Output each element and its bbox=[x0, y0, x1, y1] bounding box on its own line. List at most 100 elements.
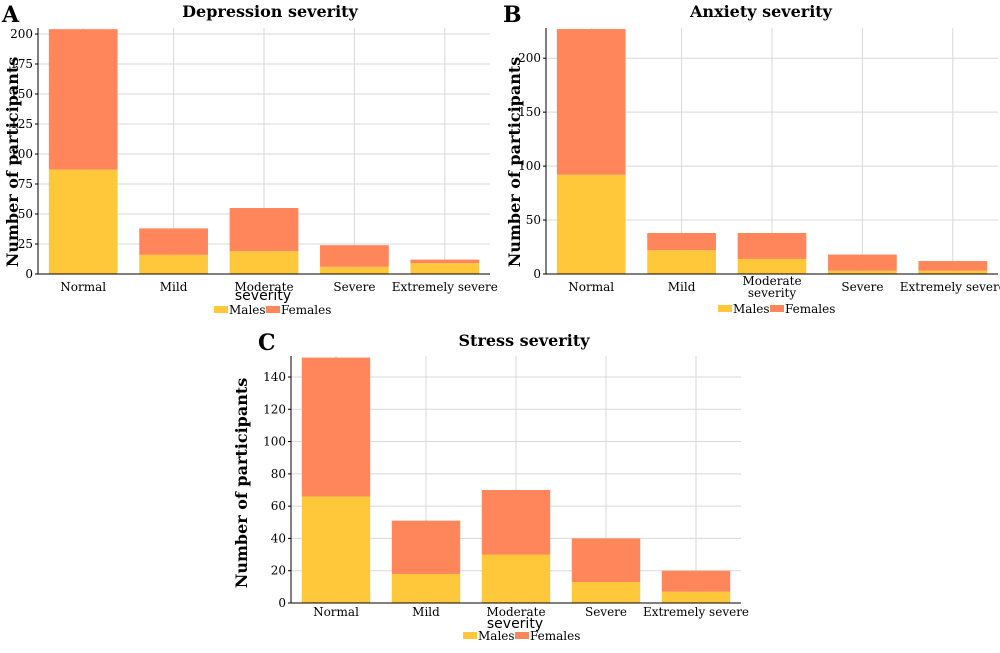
bars bbox=[48, 29, 480, 274]
legend-swatch-females bbox=[770, 305, 784, 312]
legend-label-females: Females bbox=[281, 303, 331, 317]
bar-females-normal bbox=[48, 29, 118, 170]
bar-males-extremely-severe bbox=[410, 263, 480, 274]
x-tick-label: Mild bbox=[412, 605, 440, 619]
x-tick-label: Normal bbox=[60, 280, 106, 294]
x-tick-label: Severe bbox=[841, 280, 883, 294]
panel-stress: C Stress severity Number of participants… bbox=[232, 330, 749, 643]
x-tick-label: Moderate bbox=[234, 280, 293, 294]
y-tick-label: 75 bbox=[18, 177, 33, 191]
panel-letter: B bbox=[503, 2, 522, 28]
y-tick-label: 150 bbox=[10, 87, 33, 101]
legend-label-males: Males bbox=[478, 629, 515, 643]
bar-males-severe bbox=[828, 270, 897, 274]
x-tick-label: Moderate severity bbox=[742, 274, 801, 300]
legend-swatch-females bbox=[266, 306, 280, 313]
chart-title: Stress severity bbox=[459, 331, 591, 350]
x-tick-label: Mild bbox=[668, 280, 696, 294]
y-tick-label: 100 bbox=[518, 159, 541, 173]
bar-females-mild bbox=[139, 228, 208, 255]
y-tick-label: 20 bbox=[271, 564, 286, 578]
legend: Males Females bbox=[214, 303, 331, 317]
bars bbox=[556, 29, 988, 274]
bar-males-moderate-severity bbox=[737, 258, 807, 274]
bar-females-extremely-severe bbox=[410, 259, 480, 264]
x-tick-label: Extremely severe bbox=[900, 280, 1000, 294]
y-tick-label: 100 bbox=[263, 435, 286, 449]
bar-males-normal bbox=[48, 169, 118, 274]
legend-label-females: Females bbox=[530, 629, 580, 643]
bar-females-mild bbox=[391, 520, 461, 574]
y-tick-label: 50 bbox=[526, 213, 541, 227]
y-tick-label: 150 bbox=[518, 105, 541, 119]
bar-males-mild bbox=[139, 254, 208, 274]
bar-females-mild bbox=[647, 233, 716, 251]
x-tick-label: Extremely severe bbox=[643, 605, 749, 619]
bar-males-normal bbox=[556, 174, 626, 274]
bar-males-moderate bbox=[481, 554, 551, 603]
panel-letter: A bbox=[1, 2, 20, 28]
bar-males-moderate bbox=[229, 251, 299, 274]
x-axis-label: severity bbox=[235, 288, 291, 304]
bar-males-mild bbox=[647, 250, 716, 274]
chart-title: Anxiety severity bbox=[689, 2, 833, 21]
legend-label-males: Males bbox=[733, 302, 770, 316]
legend-swatch-females bbox=[515, 632, 529, 639]
y-axis-label: Number of participants bbox=[505, 57, 524, 268]
bar-females-moderate-severity bbox=[737, 233, 807, 259]
bar-males-severe bbox=[320, 266, 389, 274]
legend-swatch-males bbox=[463, 632, 477, 639]
x-tick-label: Severe bbox=[585, 605, 627, 619]
x-tick-label: Severe bbox=[333, 280, 375, 294]
y-tick-label: 100 bbox=[10, 147, 33, 161]
y-tick-label: 120 bbox=[263, 402, 286, 416]
bar-females-severe bbox=[571, 538, 641, 583]
y-tick-label: 0 bbox=[533, 267, 541, 281]
legend-swatch-males bbox=[214, 306, 228, 313]
bar-females-severe bbox=[320, 245, 389, 267]
bar-males-normal bbox=[301, 496, 371, 603]
legend: Males Females bbox=[718, 302, 835, 316]
y-tick-label: 80 bbox=[271, 467, 286, 481]
x-tick-label: Moderate bbox=[486, 605, 545, 619]
y-tick-label: 125 bbox=[10, 117, 33, 131]
x-tick-label: Normal bbox=[313, 605, 359, 619]
x-axis-label: severity bbox=[487, 616, 543, 632]
bar-females-moderate bbox=[481, 489, 551, 555]
x-tick-label: Mild bbox=[160, 280, 188, 294]
panel-depression: A Depression severity Number of particip… bbox=[1, 2, 498, 317]
bar-females-severe bbox=[828, 254, 897, 271]
y-tick-label: 140 bbox=[263, 370, 286, 384]
y-tick-label: 60 bbox=[271, 499, 286, 513]
legend: Males Females bbox=[463, 629, 580, 643]
legend-label-females: Females bbox=[785, 302, 835, 316]
chart-title: Depression severity bbox=[182, 2, 358, 21]
bars bbox=[301, 357, 731, 603]
bar-females-extremely-severe bbox=[918, 261, 988, 271]
bar-males-mild bbox=[391, 573, 461, 603]
bar-males-extremely-severe bbox=[661, 591, 731, 603]
panel-anxiety: B Anxiety severity Number of participant… bbox=[503, 2, 1000, 316]
y-axis-label: Number of participants bbox=[3, 57, 22, 268]
bar-males-severe bbox=[571, 582, 641, 603]
bar-females-normal bbox=[556, 29, 626, 175]
y-tick-label: 50 bbox=[18, 207, 33, 221]
x-tick-label: Normal bbox=[568, 280, 614, 294]
legend-label-males: Males bbox=[229, 303, 266, 317]
y-tick-label: 0 bbox=[25, 267, 33, 281]
y-tick-label: 175 bbox=[10, 57, 33, 71]
y-tick-label: 40 bbox=[271, 531, 286, 545]
y-tick-label: 200 bbox=[10, 27, 33, 41]
y-tick-label: 25 bbox=[18, 237, 33, 251]
x-tick-label: Extremely severe bbox=[392, 280, 498, 294]
y-axis-label: Number of participants bbox=[232, 378, 251, 589]
bar-females-normal bbox=[301, 357, 371, 497]
bar-males-extremely-severe bbox=[918, 270, 988, 274]
panel-letter: C bbox=[258, 330, 276, 356]
bar-females-moderate bbox=[229, 208, 299, 252]
bar-females-extremely-severe bbox=[661, 570, 731, 592]
y-tick-label: 200 bbox=[518, 51, 541, 65]
legend-swatch-males bbox=[718, 305, 732, 312]
y-tick-label: 0 bbox=[278, 596, 286, 610]
